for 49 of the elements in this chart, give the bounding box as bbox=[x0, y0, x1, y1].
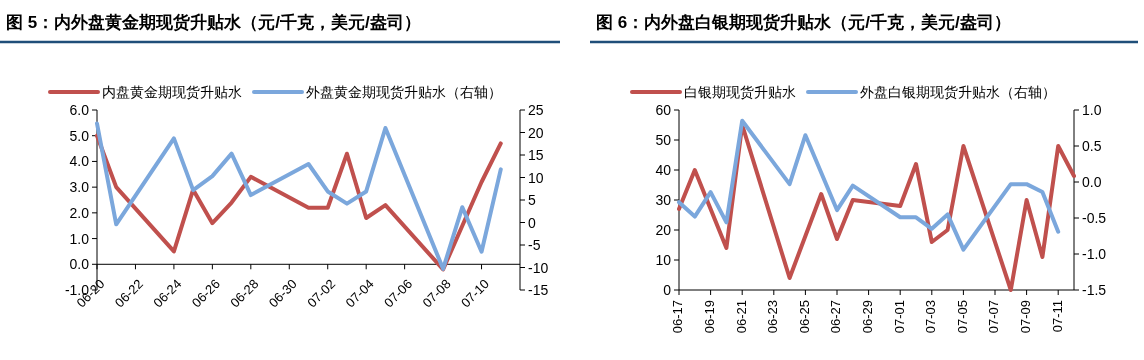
x-tick-label: 06-27 bbox=[828, 300, 844, 334]
legend-label: 外盘白银期现货升贴水（右轴） bbox=[860, 84, 1056, 100]
y2-tick-label: -15 bbox=[528, 282, 549, 298]
x-tick-label: 07-11 bbox=[1049, 300, 1065, 333]
y-tick-label: 1.0 bbox=[69, 230, 90, 247]
y2-tick-label: 1.0 bbox=[1082, 102, 1102, 118]
x-tick-label: 07-05 bbox=[954, 300, 970, 334]
y2-tick-label: -10 bbox=[528, 259, 549, 276]
y-tick-label: 6.0 bbox=[69, 102, 90, 118]
x-tick-label: 06-17 bbox=[670, 300, 686, 334]
y2-tick-label: 25 bbox=[528, 102, 544, 118]
y-tick-label: 10 bbox=[655, 252, 672, 268]
y2-tick-label: -0.5 bbox=[1082, 210, 1107, 226]
y2-tick-label: 5 bbox=[528, 192, 536, 208]
x-tick-label: 06-19 bbox=[702, 300, 718, 334]
y2-tick-label: -5 bbox=[528, 237, 541, 253]
y-tick-label: 0 bbox=[663, 282, 672, 298]
x-tick-label: 07-03 bbox=[923, 300, 939, 334]
y2-tick-label: -1.5 bbox=[1082, 282, 1107, 298]
x-tick-label: 06-29 bbox=[860, 300, 876, 334]
y2-tick-label: 0 bbox=[528, 214, 536, 231]
y2-tick-label: 15 bbox=[528, 147, 544, 163]
y-tick-label: 40 bbox=[655, 162, 672, 178]
x-tick-label: 06-25 bbox=[796, 300, 812, 334]
x-tick-label: 06-23 bbox=[765, 300, 781, 334]
y2-tick-label: -1.0 bbox=[1082, 246, 1107, 262]
legend-label: 外盘黄金期现货升贴水（右轴） bbox=[306, 84, 502, 100]
x-tick-label: 06-21 bbox=[733, 300, 749, 334]
y-tick-label: 0.0 bbox=[69, 256, 90, 273]
y-tick-label: 4.0 bbox=[69, 153, 90, 170]
y2-tick-label: 20 bbox=[528, 124, 544, 141]
y-tick-label: 3.0 bbox=[69, 179, 90, 196]
x-tick-label: 07-01 bbox=[891, 300, 907, 334]
y-tick-label: 60 bbox=[655, 102, 672, 118]
line-series bbox=[677, 118, 1061, 252]
y2-tick-label: 0.5 bbox=[1082, 138, 1102, 154]
y-tick-label: 50 bbox=[655, 132, 672, 148]
y-tick-label: 30 bbox=[655, 192, 672, 208]
y-tick-label: 20 bbox=[655, 222, 672, 238]
x-tick-label: 07-09 bbox=[1018, 300, 1034, 334]
x-tick-label: 07-07 bbox=[986, 300, 1002, 334]
chart-title: 图 5：内外盘黄金期现货升贴水（元/千克，美元/盎司） bbox=[6, 13, 421, 32]
legend-label: 内盘黄金期现货升贴水 bbox=[102, 84, 242, 100]
legend-label: 白银期现货升贴水 bbox=[684, 84, 796, 100]
chart-title: 图 6：内外盘白银期现货升贴水（元/千克，美元/盎司） bbox=[596, 13, 1011, 32]
y2-tick-label: 0.0 bbox=[1082, 174, 1102, 190]
y-tick-label: 2.0 bbox=[69, 204, 90, 221]
y2-tick-label: 10 bbox=[528, 169, 544, 186]
y-tick-label: 5.0 bbox=[69, 127, 90, 144]
